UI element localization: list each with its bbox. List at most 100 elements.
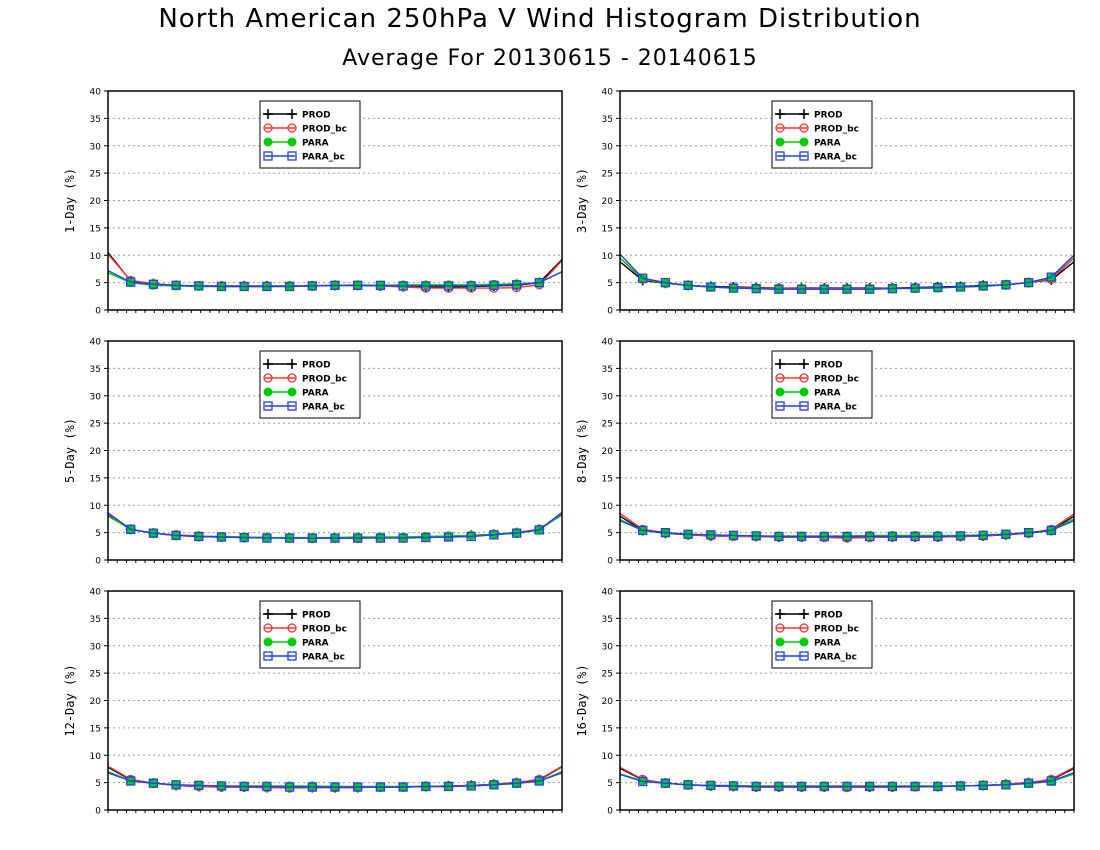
legend-label: PROD [302,611,331,621]
legend-label: PARA_bc [814,653,857,663]
point-para-bc [126,277,136,287]
point-para-bc [489,780,499,790]
point-para-bc [751,781,761,792]
legend-marker [775,623,785,633]
point-para-bc [1001,280,1011,290]
y-tick-label: 30 [90,392,102,402]
point-para-bc [216,532,227,542]
y-tick-label: 15 [90,474,101,484]
plot-frame [107,590,563,811]
point-para-bc [978,780,988,791]
y-tick-label: 10 [602,752,614,762]
legend-label: PROD_bc [302,375,347,385]
y-tick-label: 5 [607,529,613,539]
point-para-bc [1046,776,1056,786]
y-tick-label: 20 [90,447,102,457]
point-para-bc [511,528,522,538]
legend-label: PROD_bc [814,125,859,135]
y-tick-label: 40 [602,88,614,98]
legend-marker [775,373,785,383]
y-tick-label: 35 [602,365,613,375]
point-para-bc [307,533,317,543]
legend-label: PROD [814,111,843,121]
point-para-bc [796,531,807,542]
y-axis-label: 1-Day (%) [63,168,77,233]
y-tick-label: 25 [602,670,613,680]
point-para-bc [819,284,829,294]
y-tick-label: 35 [90,365,101,375]
y-tick-label: 40 [90,88,102,98]
legend-box [259,350,361,419]
point-para-bc [683,280,693,291]
plot-frame [619,590,1075,811]
point-para-bc [842,284,852,294]
point-para-bc [842,781,852,792]
legend-label: PROD [814,361,843,371]
point-para-bc [887,531,898,542]
point-para-bc [955,781,966,791]
point-para-bc [683,780,693,790]
point-para-bc [443,532,454,542]
legend-label: PROD_bc [302,625,347,635]
y-tick-label: 20 [90,197,102,207]
y-tick-label: 35 [602,615,613,625]
point-para-bc [910,781,920,792]
plot-frame [619,340,1075,561]
point-para-bc [819,781,829,792]
point-para-bc [978,281,988,291]
point-para-bc [443,781,454,792]
y-tick-label: 35 [602,115,613,125]
y-axis-label: 12-Day (%) [63,664,77,736]
legend-marker [287,151,297,161]
y-tick-label: 35 [90,615,101,625]
point-para-bc [865,531,875,542]
legend-marker [799,151,809,161]
point-para-bc [421,532,431,543]
series-line-para-bc [107,269,563,288]
point-para-bc [1001,780,1011,790]
point-para-bc [1023,277,1034,288]
y-tick-label: 0 [95,807,101,817]
point-para-bc [660,277,671,288]
point-para-bc [910,283,920,293]
point-para-bc [751,283,761,294]
point-para-bc [375,533,386,543]
y-axis-label: 16-Day (%) [575,664,589,736]
y-tick-label: 0 [95,307,101,317]
point-para-bc [1046,525,1056,536]
point-para-bc [284,533,295,543]
legend-marker [263,651,273,661]
point-para-bc [421,281,431,291]
legend-box [771,600,873,669]
legend-marker [799,137,809,147]
legend-label: PARA [302,639,329,649]
point-para-bc [239,532,249,543]
point-para-bc [489,280,499,291]
legend-marker [799,123,809,133]
y-tick-label: 20 [90,697,102,707]
point-para-bc [466,531,476,542]
point-para-bc [819,531,829,542]
y-tick-label: 10 [90,502,102,512]
legend-label: PROD [302,111,331,121]
legend-marker [799,373,809,383]
legend-marker [287,387,297,397]
point-para-bc [933,781,943,792]
y-tick-label: 0 [607,807,613,817]
series-line-para-bc [619,772,1075,788]
point-para-bc [534,277,544,288]
legend-box [771,100,873,169]
y-tick-label: 30 [602,642,614,652]
y-tick-label: 15 [602,474,613,484]
y-axis-label: 8-Day (%) [575,418,589,483]
point-para-bc [216,281,227,292]
legend-label: PARA_bc [302,153,345,163]
point-para-bc [353,533,363,543]
point-para-bc [774,284,784,294]
point-para-bc [751,531,761,541]
chart-panel-2: 0 5 10 15 20 25 30 35 40 3-Day (%) PROD PROD_bc PARA… [575,88,1075,317]
point-para-bc [239,781,249,792]
y-tick-label: 15 [602,224,613,234]
legend-label: PROD [814,611,843,621]
point-para-bc [194,780,204,791]
